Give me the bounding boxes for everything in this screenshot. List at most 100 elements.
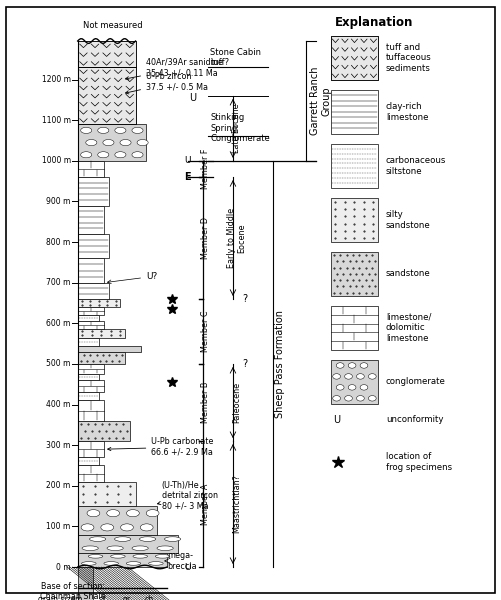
Text: Stone Cabin
tuff?: Stone Cabin tuff? <box>210 47 262 67</box>
Text: Sheep Pass Formation: Sheep Pass Formation <box>275 310 285 418</box>
Text: ss: ss <box>99 595 107 600</box>
Text: 400 m: 400 m <box>46 400 71 409</box>
Ellipse shape <box>126 509 139 517</box>
Ellipse shape <box>101 524 114 531</box>
Ellipse shape <box>157 546 173 551</box>
Bar <box>78 315 99 321</box>
Bar <box>78 124 146 161</box>
Ellipse shape <box>82 562 96 565</box>
Ellipse shape <box>368 374 376 379</box>
Bar <box>78 482 135 506</box>
Text: 1200 m: 1200 m <box>42 75 71 84</box>
Text: mega-
breccia: mega- breccia <box>167 551 197 571</box>
Bar <box>78 41 135 67</box>
Bar <box>78 206 104 234</box>
Text: m: m <box>74 595 81 600</box>
Bar <box>78 400 104 421</box>
Ellipse shape <box>357 374 364 379</box>
Ellipse shape <box>140 524 153 531</box>
Ellipse shape <box>348 363 356 368</box>
Ellipse shape <box>111 554 125 558</box>
Ellipse shape <box>81 524 94 531</box>
Text: Early to Middle
Eocene: Early to Middle Eocene <box>227 208 246 268</box>
Ellipse shape <box>81 152 92 158</box>
Bar <box>78 259 104 283</box>
Text: Not measured: Not measured <box>83 21 142 30</box>
Text: grain size: grain size <box>38 595 75 600</box>
Ellipse shape <box>88 554 103 558</box>
Ellipse shape <box>103 140 114 146</box>
Bar <box>78 457 99 466</box>
Ellipse shape <box>90 537 106 541</box>
Ellipse shape <box>120 140 131 146</box>
Text: clay-rich
limestone: clay-rich limestone <box>386 102 428 122</box>
Bar <box>78 535 177 553</box>
Text: carbonaceous
siltstone: carbonaceous siltstone <box>386 156 446 176</box>
Text: Member B: Member B <box>201 382 210 423</box>
Text: (U-Th)/He
detrital zircon
80 +/- 3 Ma: (U-Th)/He detrital zircon 80 +/- 3 Ma <box>157 481 218 511</box>
Text: gr: gr <box>123 595 131 600</box>
Text: silty
sandstone: silty sandstone <box>386 210 430 230</box>
Ellipse shape <box>360 385 368 390</box>
Text: ?: ? <box>242 359 247 369</box>
Ellipse shape <box>336 385 344 390</box>
Text: U: U <box>189 93 196 103</box>
Bar <box>78 346 141 352</box>
Text: U-Pb zircon
37.5 +/- 0.5 Ma: U-Pb zircon 37.5 +/- 0.5 Ma <box>125 72 208 94</box>
Text: Member A: Member A <box>201 484 210 525</box>
Text: Member C: Member C <box>201 311 210 352</box>
Ellipse shape <box>139 537 156 541</box>
Text: Garrett Ranch
Group: Garrett Ranch Group <box>310 67 332 135</box>
Bar <box>331 144 378 188</box>
Text: 800 m: 800 m <box>47 238 71 247</box>
Text: location of
frog specimens: location of frog specimens <box>386 452 452 472</box>
Bar <box>331 306 378 350</box>
Text: unconformity: unconformity <box>386 415 443 425</box>
Bar <box>78 392 99 400</box>
Bar <box>331 36 378 80</box>
Bar <box>78 283 109 299</box>
Ellipse shape <box>107 546 123 551</box>
Bar <box>331 360 378 404</box>
Bar <box>78 364 104 374</box>
Text: 100 m: 100 m <box>47 522 71 531</box>
Bar <box>78 567 93 600</box>
Text: tuff and
tuffaceous
sediments: tuff and tuffaceous sediments <box>386 43 431 73</box>
Ellipse shape <box>87 509 100 517</box>
Bar <box>78 67 135 124</box>
Text: 1000 m: 1000 m <box>42 157 71 166</box>
Text: cb: cb <box>145 595 154 600</box>
Bar <box>78 441 104 457</box>
Text: U-Pb carbonate
66.6 +/- 2.9 Ma: U-Pb carbonate 66.6 +/- 2.9 Ma <box>108 437 214 457</box>
Text: Member D: Member D <box>201 217 210 259</box>
Ellipse shape <box>155 554 170 558</box>
Ellipse shape <box>137 140 148 146</box>
Text: U: U <box>184 563 190 571</box>
Bar <box>331 252 378 296</box>
Ellipse shape <box>368 395 376 401</box>
Bar <box>78 329 125 338</box>
Text: limestone/
dolomitic
limestone: limestone/ dolomitic limestone <box>386 313 431 343</box>
Bar <box>78 553 167 567</box>
Ellipse shape <box>360 363 368 368</box>
Text: Paleocene: Paleocene <box>232 382 241 423</box>
Bar <box>78 374 99 380</box>
Bar <box>78 307 104 315</box>
Text: 300 m: 300 m <box>46 440 71 449</box>
Ellipse shape <box>115 127 126 133</box>
Bar <box>78 161 104 177</box>
Ellipse shape <box>86 140 97 146</box>
Text: E: E <box>184 172 190 182</box>
Text: 200 m: 200 m <box>47 481 71 490</box>
Text: 0 m: 0 m <box>56 563 71 571</box>
Ellipse shape <box>104 562 118 565</box>
Text: 500 m: 500 m <box>46 359 71 368</box>
Text: Base of section:
Chainman Shale: Base of section: Chainman Shale <box>40 581 106 600</box>
Text: ?: ? <box>242 294 247 304</box>
Text: conglomerate: conglomerate <box>386 377 446 386</box>
Text: Late Eocene: Late Eocene <box>232 104 241 153</box>
Text: 1100 m: 1100 m <box>42 116 71 125</box>
Ellipse shape <box>333 395 341 401</box>
Bar <box>78 421 130 441</box>
Ellipse shape <box>348 385 356 390</box>
